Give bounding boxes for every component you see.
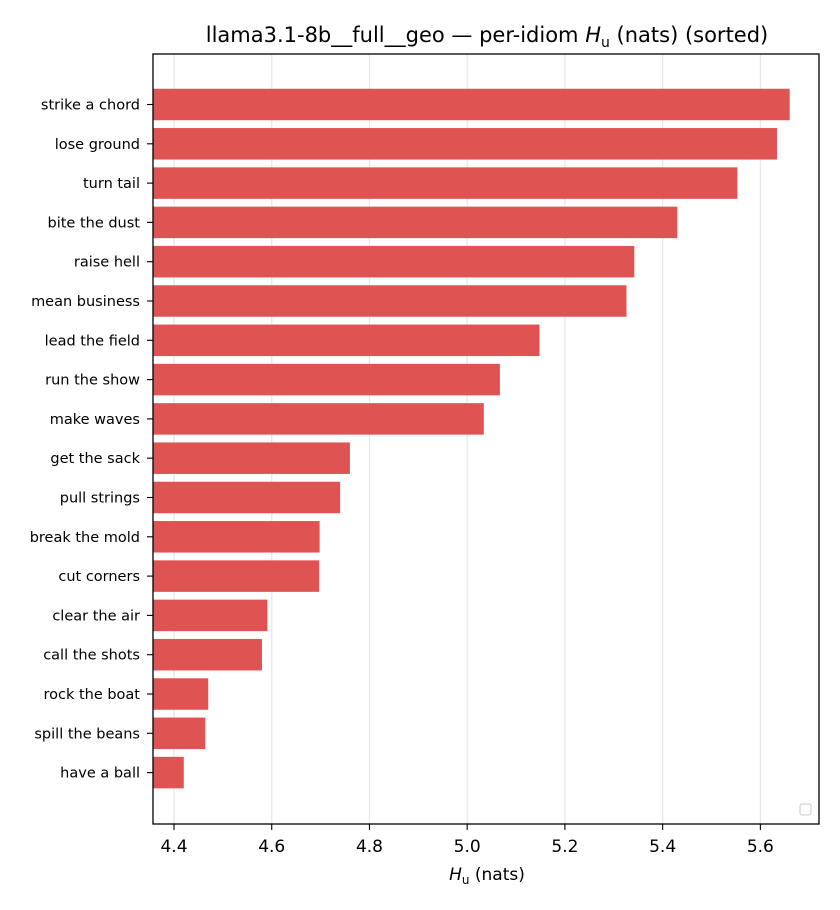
x-tick-label: 4.8 [356, 837, 383, 857]
bar [153, 756, 184, 789]
x-tick-label: 4.6 [258, 837, 285, 857]
bar [153, 442, 350, 474]
bar [153, 560, 320, 592]
y-tick-labels: strike a chord lose ground turn tail bite t… [30, 98, 153, 782]
bar [153, 324, 540, 357]
bar [153, 638, 262, 671]
x-tick-label: 4.4 [160, 837, 187, 857]
x-tick-label: 5.0 [454, 837, 481, 857]
bar [153, 88, 790, 121]
bar [153, 245, 635, 278]
y-tick-label: pull strings [60, 491, 140, 507]
x-ticks: 4.4 4.6 4.8 5.0 5.2 5.4 5.6 [160, 824, 774, 857]
bar [153, 599, 268, 632]
x-axis-label: Hu (nats) [449, 865, 525, 887]
y-tick-label: call the shots [43, 648, 140, 664]
y-tick-label: make waves [50, 412, 140, 428]
y-tick-label: cut corners [58, 569, 140, 585]
bar [153, 285, 627, 317]
y-tick-label: turn tail [83, 176, 140, 192]
legend-box [799, 803, 812, 816]
y-tick-label: break the mold [30, 530, 140, 546]
y-tick-label: bite the dust [48, 215, 141, 231]
y-tick-label: lose ground [55, 137, 140, 153]
plot-frame [152, 53, 820, 825]
x-tick-label: 5.2 [551, 837, 578, 857]
y-tick-label: run the show [45, 373, 140, 389]
y-tick-label: spill the beans [34, 726, 140, 742]
bar [153, 206, 678, 239]
bars [153, 88, 790, 789]
bar [153, 717, 206, 750]
bar [153, 481, 341, 514]
y-tick-label: strike a chord [41, 98, 140, 114]
y-tick-label: raise hell [74, 255, 140, 271]
y-tick-label: lead the field [45, 333, 140, 349]
bar [153, 363, 500, 396]
x-tick-label: 5.6 [747, 837, 774, 857]
bar [153, 521, 320, 553]
y-tick-label: have a ball [60, 766, 140, 782]
bar [153, 678, 209, 710]
y-tick-label: mean business [31, 294, 140, 310]
y-tick-label: clear the air [52, 608, 140, 624]
x-tick-label: 5.4 [649, 837, 676, 857]
bar [153, 128, 777, 160]
y-tick-label: rock the boat [43, 687, 140, 703]
bar [153, 403, 484, 435]
bar [153, 167, 738, 199]
y-tick-label: get the sack [50, 451, 140, 467]
chart-title: llama3.1-8b__full__geo — per-idiom Hu (n… [206, 23, 769, 51]
